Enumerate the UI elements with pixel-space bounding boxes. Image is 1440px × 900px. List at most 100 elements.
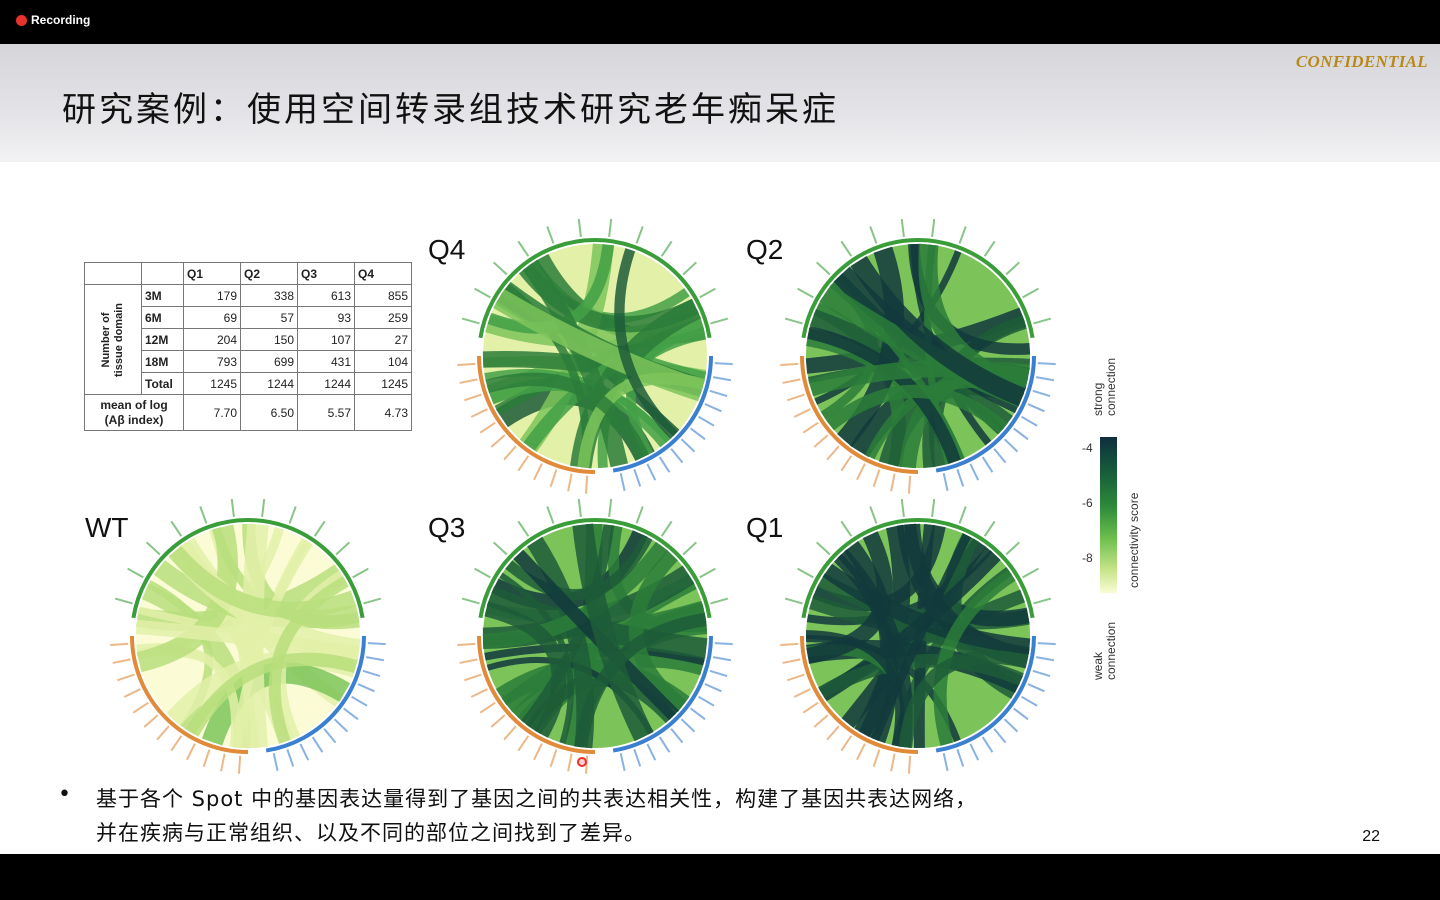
table-row: mean of log (Aβ index) 7.70 6.50 5.57 4.7… (84, 394, 412, 431)
gene-label-mark (584, 475, 589, 494)
gene-label-mark (170, 735, 183, 752)
slide-title: 研究案例：使用空间转录组技术研究老年痴呆症 (62, 90, 839, 130)
colorbar-weak-label: weak connection (1091, 622, 1118, 680)
circos-link (898, 650, 1029, 749)
circos-link (628, 550, 687, 713)
gene-group-arc (478, 518, 712, 619)
table-cell: 1244 (240, 372, 298, 395)
gene-label-mark (114, 597, 133, 605)
gene-group-arc (800, 635, 919, 754)
gene-label-mark (710, 597, 729, 605)
gene-label-mark (782, 378, 801, 384)
domain-count-table: Q1 Q2 Q3 Q4 Number of tissue domain 3M 17… (84, 262, 412, 431)
bullet-line-2: 并在疾病与正常组织、以及不同的部位之间找到了差异。 (96, 821, 646, 845)
gene-label-mark (517, 735, 530, 752)
gene-group-arc (477, 355, 596, 474)
gene-label-mark (787, 673, 805, 682)
colorbar-tick: -6 (1082, 496, 1093, 510)
circos-plot-q2 (780, 218, 1056, 494)
circos-plot-q1 (780, 498, 1056, 774)
gene-label-mark (942, 752, 949, 772)
gene-label-mark (690, 707, 706, 721)
gene-label-mark (492, 261, 508, 276)
gene-label-mark (608, 218, 613, 237)
gene-label-mark (633, 749, 642, 767)
gene-label-mark (619, 752, 626, 772)
gene-label-mark (143, 714, 159, 728)
gene-label-mark (549, 749, 558, 767)
table-cell: 27 (354, 328, 412, 351)
gene-label-mark (577, 498, 582, 517)
gene-label-mark (1022, 287, 1039, 299)
connectivity-colorbar: -4 -6 -8 strong connection connectivity s… (1080, 344, 1160, 684)
gene-label-mark (670, 448, 684, 464)
table-row: Number of tissue domain 3M 179 338 613 85… (84, 284, 412, 395)
gene-label-mark (958, 506, 967, 524)
gene-label-mark (981, 736, 994, 753)
gene-label-mark (981, 456, 994, 473)
table-cell: 1244 (297, 372, 355, 395)
gene-label-mark (490, 714, 506, 728)
row-label: 12M (141, 328, 184, 351)
gene-label-mark (459, 378, 478, 384)
circos-link (825, 384, 1008, 434)
gene-group-arc (935, 635, 1036, 753)
colorbar-tick: -8 (1082, 551, 1093, 565)
gene-label-mark (365, 656, 385, 662)
gene-label-mark (856, 743, 866, 761)
gene-label-mark (907, 475, 912, 494)
gene-label-mark (367, 642, 386, 646)
circos-link (918, 243, 1029, 396)
gene-label-mark (608, 498, 613, 517)
gene-label-mark (1013, 707, 1029, 721)
gene-label-mark (840, 735, 853, 752)
panel-label-wt: WT (85, 512, 129, 543)
gene-label-mark (479, 701, 496, 714)
table-row: 6M 69 57 93 259 (85, 306, 412, 329)
bullet-line-1: 基于各个 Spot 中的基因表达量得到了基因之间的共表达相关性，构建了基因共表达… (96, 787, 978, 811)
gene-label-mark (660, 520, 673, 537)
gene-label-mark (490, 434, 506, 448)
gene-label-mark (815, 261, 831, 276)
gene-label-mark (1033, 597, 1052, 605)
gene-label-mark (1033, 317, 1052, 325)
gene-label-mark (797, 287, 814, 299)
gene-label-mark (1032, 669, 1051, 678)
circos-plot-q3 (457, 498, 733, 774)
gene-label-mark (549, 469, 558, 487)
gene-label-mark (237, 755, 242, 774)
gene-label-mark (479, 421, 496, 434)
table-cell: 69 (183, 306, 241, 329)
gene-label-mark (1035, 656, 1055, 662)
gene-label-mark (1021, 695, 1038, 707)
gene-label-mark (363, 597, 382, 605)
gene-label-mark (517, 455, 530, 472)
gene-label-mark (492, 541, 508, 556)
gene-label-mark (660, 240, 673, 257)
gene-label-mark (117, 673, 135, 682)
gene-label-mark (533, 743, 543, 761)
table-cell: 338 (240, 284, 298, 307)
gene-label-mark (780, 642, 799, 647)
colorbar-tick: -4 (1082, 441, 1093, 455)
table-cell: 179 (183, 284, 241, 307)
gene-label-mark (517, 240, 530, 257)
gene-label-mark (1005, 261, 1021, 276)
gene-label-mark (567, 473, 573, 492)
gene-label-mark (782, 658, 801, 664)
gene-label-mark (323, 728, 337, 744)
gene-label-mark (272, 752, 279, 772)
circos-link (136, 524, 239, 673)
group-label: Number of tissue domain (84, 284, 142, 395)
circos-link (933, 569, 1016, 746)
slide-header (0, 44, 1440, 162)
gene-label-mark (931, 218, 936, 237)
gene-label-mark (464, 673, 482, 682)
gene-label-mark (457, 642, 476, 647)
circos-link (484, 601, 567, 738)
gene-label-mark (709, 669, 728, 678)
gene-label-mark (784, 317, 803, 325)
recording-indicator[interactable]: Recording (16, 13, 90, 27)
row-label: 6M (141, 306, 184, 329)
group-label-line1: Number of (100, 312, 112, 367)
